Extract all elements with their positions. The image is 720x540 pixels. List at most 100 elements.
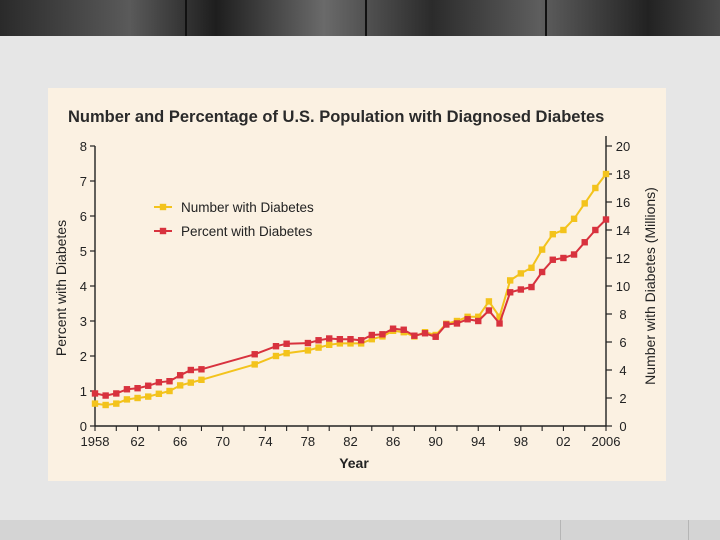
number-data-point (145, 393, 152, 400)
percent-data-point (145, 382, 152, 389)
number-data-point (347, 340, 354, 347)
percent-data-point (155, 379, 163, 386)
x-tick-label: 2006 (592, 434, 621, 449)
percent-data-point (528, 283, 535, 291)
number-data-point (304, 347, 312, 354)
percent-data-point (506, 289, 514, 296)
percent-data-point (176, 372, 184, 379)
right-tick-label: 4 (619, 363, 626, 378)
x-tick-label: 1958 (81, 434, 110, 449)
percent-data-point (134, 385, 141, 392)
percent-data-point (283, 340, 290, 347)
percent-data-point (602, 216, 610, 223)
number-data-point (251, 361, 258, 368)
percent-data-point (113, 390, 120, 397)
number-data-point (485, 298, 493, 305)
number-data-point (560, 226, 567, 234)
percent-data-point (315, 337, 322, 344)
number-data-point (134, 394, 141, 402)
right-tick-label: 6 (619, 335, 626, 350)
percent-data-point (592, 226, 599, 234)
footer-strip (0, 520, 720, 540)
number-data-point (368, 336, 375, 343)
number-data-point (315, 344, 322, 351)
banner-divider (365, 0, 367, 36)
banner-divider (185, 0, 187, 36)
number-data-point (570, 215, 578, 222)
chart-canvas: Number and Percentage of U.S. Population… (53, 108, 658, 471)
left-tick-label: 4 (80, 279, 87, 294)
footer-box (560, 520, 687, 540)
percent-data-point (166, 378, 173, 385)
percent-data-point (336, 336, 344, 343)
right-tick-label: 2 (619, 391, 626, 406)
percent-data-point (411, 332, 418, 339)
left-tick-label: 1 (80, 384, 87, 399)
number-data-point (176, 382, 184, 389)
percent-data-point (570, 251, 578, 258)
number-data-point (326, 341, 333, 348)
percent-data-point (304, 339, 312, 347)
number-data-point (123, 396, 131, 403)
x-tick-label: 62 (130, 434, 144, 449)
x-tick-label: 02 (556, 434, 570, 449)
number-data-point (155, 390, 163, 397)
number-data-point (581, 200, 588, 207)
left-tick-label: 6 (80, 209, 87, 224)
number-data-point (496, 313, 503, 320)
number-data-point (336, 340, 344, 347)
percent-data-point (198, 366, 205, 373)
footer-box (688, 520, 720, 540)
percent-data-point (379, 331, 386, 338)
number-data-point (102, 401, 109, 409)
right-tick-label: 18 (616, 167, 630, 182)
banner-divider (545, 0, 547, 36)
percent-data-point (102, 392, 109, 399)
percent-data-point (475, 317, 482, 325)
percent-data-point (326, 335, 333, 342)
x-tick-label: 98 (514, 434, 528, 449)
legend-label: Number with Diabetes (181, 200, 314, 215)
legend-label: Percent with Diabetes (181, 224, 313, 239)
number-data-point (198, 376, 205, 383)
left-tick-label: 2 (80, 349, 87, 364)
right-tick-label: 20 (616, 139, 630, 154)
left-tick-label: 0 (80, 419, 87, 434)
x-tick-label: 66 (173, 434, 187, 449)
percent-data-point (251, 351, 258, 358)
right-tick-label: 12 (616, 251, 630, 266)
left-tick-label: 8 (80, 139, 87, 154)
number-data-point (602, 170, 610, 178)
x-tick-label: 82 (343, 434, 357, 449)
right-tick-label: 0 (619, 419, 626, 434)
left-tick-label: 7 (80, 174, 87, 189)
percent-data-point (453, 320, 461, 327)
percent-data-point (581, 239, 588, 246)
number-data-point (592, 184, 599, 192)
percent-data-point (538, 268, 546, 276)
x-tick-label: 94 (471, 434, 485, 449)
left-tick-label: 5 (80, 244, 87, 259)
percent-data-point (464, 316, 471, 323)
number-data-point (528, 264, 535, 271)
percent-data-point (496, 320, 503, 327)
percent-data-point (549, 256, 556, 263)
number-data-point (475, 313, 482, 320)
legend-marker (159, 227, 167, 235)
number-data-point (113, 400, 120, 407)
legend-marker (159, 203, 167, 211)
number-data-point (166, 387, 173, 395)
percent-data-point (517, 286, 525, 293)
number-data-point (506, 277, 514, 284)
right-axis-label: Number with Diabetes (Millions) (642, 187, 658, 385)
x-tick-label: 74 (258, 434, 272, 449)
right-tick-label: 8 (619, 307, 626, 322)
number-data-point (187, 379, 195, 386)
right-tick-label: 16 (616, 195, 630, 210)
number-data-point (517, 270, 525, 277)
percent-data-point (443, 321, 450, 328)
percent-data-point (123, 386, 131, 393)
right-tick-label: 10 (616, 279, 630, 294)
percent-data-point (347, 336, 354, 343)
number-data-point (283, 350, 290, 357)
